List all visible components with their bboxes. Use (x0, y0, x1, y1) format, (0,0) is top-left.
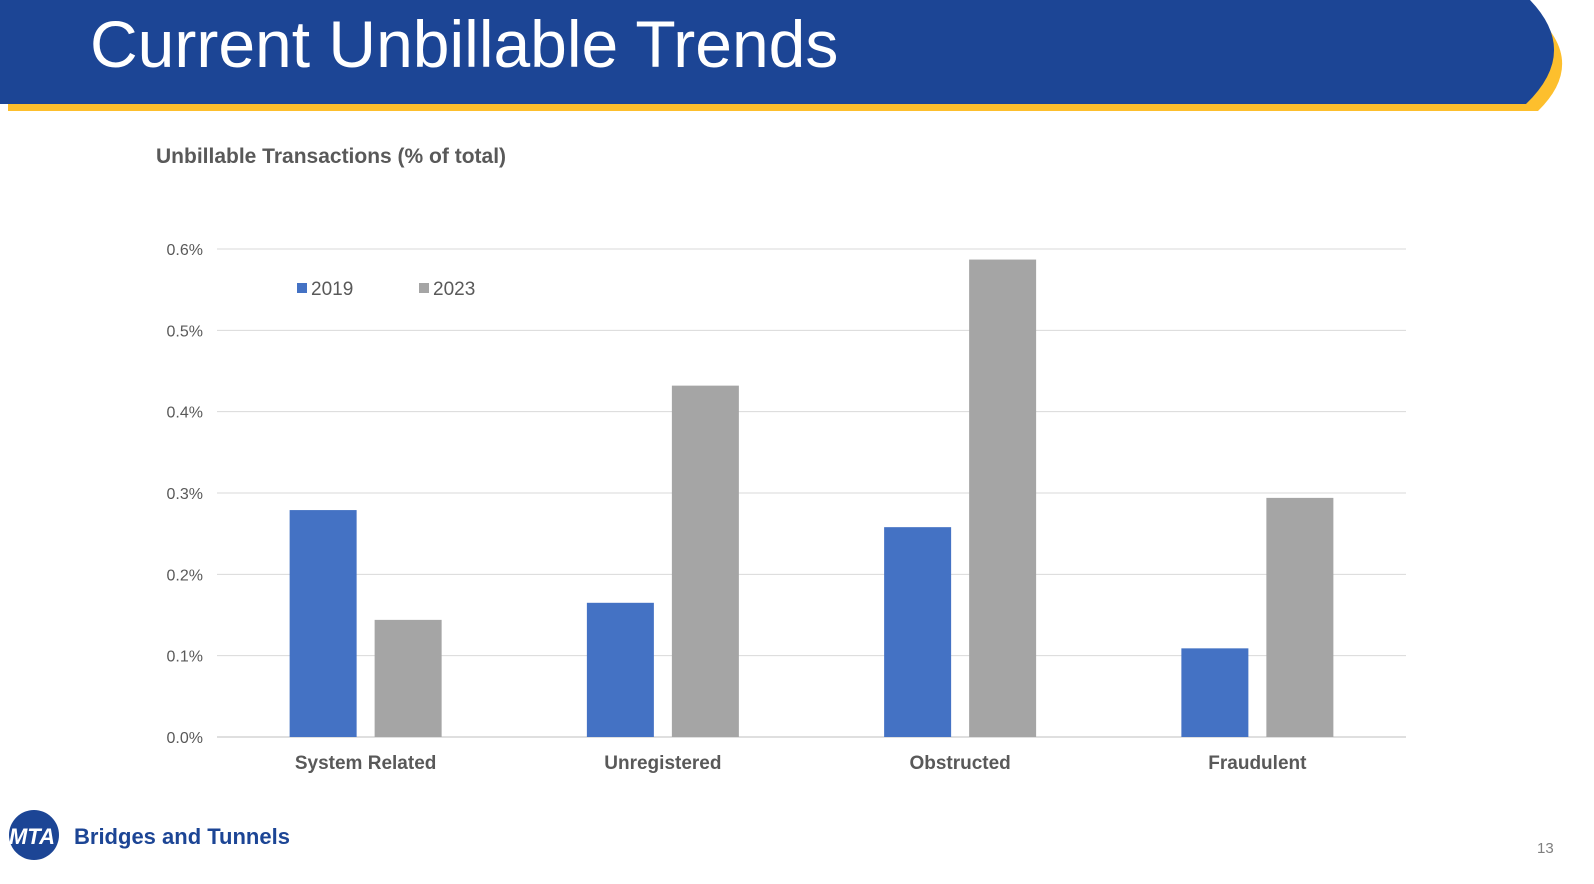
y-tick-label: 0.5% (167, 323, 203, 340)
x-tick-label: System Related (295, 753, 437, 774)
x-tick-label: Unregistered (604, 753, 721, 774)
bar-2019-unregistered (586, 602, 654, 737)
page-title: Current Unbillable Trends (90, 7, 839, 81)
title-banner (0, 0, 1563, 111)
y-tick-label: 0.2% (167, 567, 203, 584)
legend-label-2019: 2019 (311, 279, 353, 300)
x-tick-label: Obstructed (909, 753, 1010, 774)
svg-text:MTA: MTA (9, 824, 55, 849)
legend-label-2023: 2023 (433, 279, 475, 300)
legend-swatch-2019 (297, 283, 307, 293)
legend-swatch-2023 (419, 283, 429, 293)
y-tick-label: 0.0% (167, 730, 203, 747)
y-tick-label: 0.4% (167, 405, 203, 422)
mta-logo: MTA (9, 810, 59, 860)
page-number: 13 (1537, 840, 1554, 857)
y-tick-label: 0.1% (167, 649, 203, 666)
bar-2023-obstructed (969, 259, 1037, 737)
bar-2019-system-related (289, 510, 357, 737)
bar-2019-fraudulent (1181, 648, 1249, 737)
chart-title: Unbillable Transactions (% of total) (156, 145, 507, 168)
x-tick-label: Fraudulent (1208, 753, 1307, 774)
bar-2023-unregistered (671, 385, 739, 737)
y-tick-label: 0.6% (167, 242, 203, 259)
y-tick-label: 0.3% (167, 486, 203, 503)
org-name: Bridges and Tunnels (74, 824, 290, 849)
bar-2023-fraudulent (1266, 497, 1334, 737)
bar-2019-obstructed (884, 527, 952, 737)
bar-2023-system-related (374, 619, 442, 737)
